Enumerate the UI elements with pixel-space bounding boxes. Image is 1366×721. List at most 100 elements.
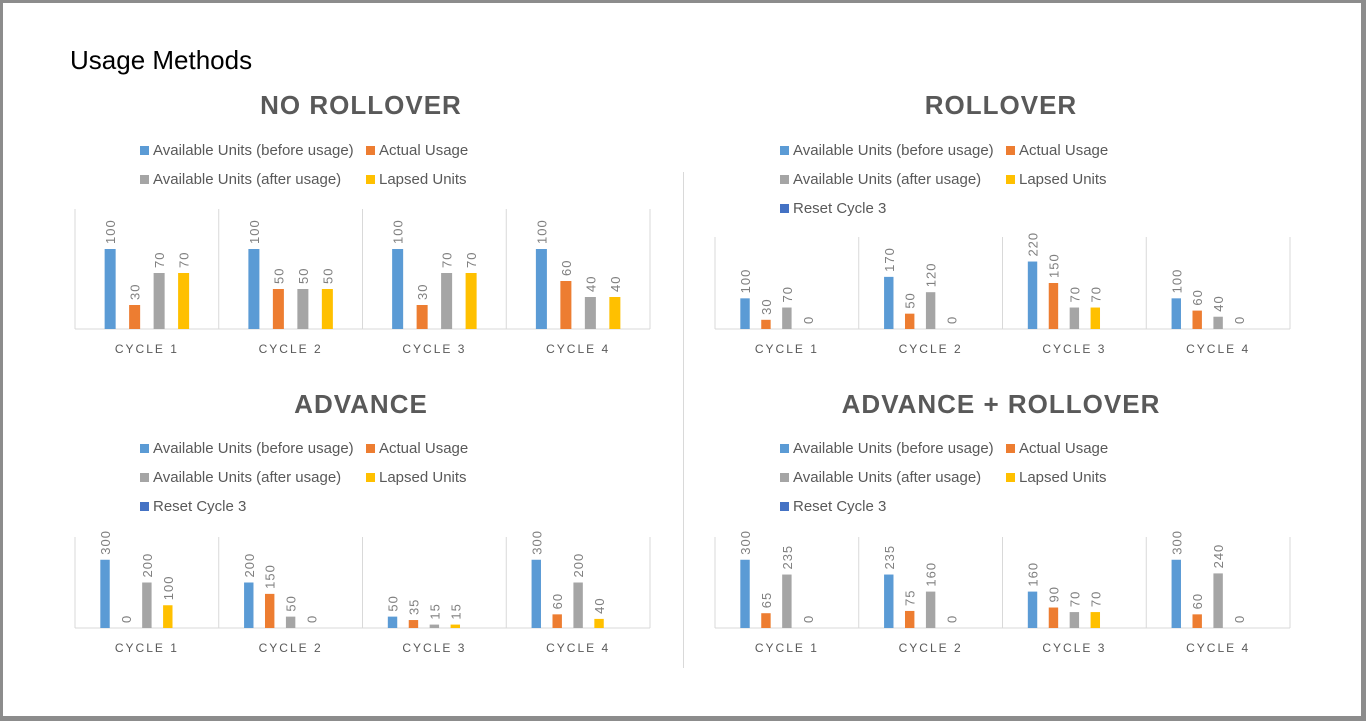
data-label: 40 <box>608 276 623 292</box>
bar <box>129 305 141 329</box>
bar <box>740 559 750 628</box>
bar <box>465 273 477 329</box>
legend-swatch <box>366 175 375 184</box>
data-label: 170 <box>882 247 897 272</box>
bar <box>1213 316 1223 329</box>
data-label: 0 <box>801 316 816 324</box>
bar <box>153 273 165 329</box>
bar <box>142 582 152 628</box>
legend-item: Available Units (after usage) <box>140 170 366 189</box>
legend-label: Available Units (before usage) <box>153 440 354 457</box>
data-label: 160 <box>1026 562 1041 587</box>
category-label: CYCLE 2 <box>899 342 963 356</box>
bar <box>416 305 428 329</box>
bar <box>584 297 596 329</box>
bar <box>1069 612 1080 628</box>
legend-item: Available Units (after usage) <box>140 468 366 487</box>
bar <box>1090 612 1101 628</box>
legend-item: Available Units (before usage) <box>140 439 366 458</box>
data-label: 220 <box>1026 232 1041 257</box>
legend-swatch <box>1006 175 1015 184</box>
legend-swatch <box>780 444 789 453</box>
legend-label: Actual Usage <box>1019 142 1109 159</box>
legend-swatch <box>780 146 789 155</box>
bar <box>1090 307 1101 329</box>
bar <box>248 249 260 329</box>
data-label: 100 <box>1169 269 1184 294</box>
legend-item: Available Units (before usage) <box>780 439 1006 458</box>
data-label: 35 <box>406 599 421 615</box>
data-label: 150 <box>263 564 278 589</box>
legend-label: Available Units (after usage) <box>153 171 342 188</box>
legend-swatch <box>780 204 789 213</box>
data-label: 50 <box>320 268 335 284</box>
bar <box>925 292 936 329</box>
data-label: 60 <box>559 260 574 276</box>
legend-item: Available Units (after usage) <box>780 468 1006 487</box>
data-label: 15 <box>448 603 463 619</box>
bar <box>761 613 771 628</box>
chart-title: ADVANCE + ROLLOVER <box>841 389 1161 419</box>
legend-item: Actual Usage <box>366 141 592 160</box>
legend-label: Actual Usage <box>379 440 469 457</box>
bar <box>904 610 915 628</box>
legend-item: Lapsed Units <box>1006 468 1232 487</box>
data-label: 0 <box>945 615 960 623</box>
legend-swatch <box>140 146 149 155</box>
bar <box>297 289 309 329</box>
bar <box>609 297 621 329</box>
bar <box>560 281 572 329</box>
legend: Available Units (before usage) Actual Usa… <box>140 439 592 516</box>
legend-item: Available Units (after usage) <box>780 170 1006 189</box>
legend-item: Lapsed Units <box>366 468 592 487</box>
bar <box>594 618 604 628</box>
legend-label: Lapsed Units <box>379 171 467 188</box>
data-label: 100 <box>161 576 176 601</box>
bar <box>1171 559 1181 628</box>
category-label: CYCLE 2 <box>259 641 323 655</box>
data-label: 0 <box>1232 316 1247 324</box>
bar <box>285 616 296 628</box>
legend-item: Reset Cycle 3 <box>140 497 366 516</box>
data-label: 300 <box>1169 530 1184 555</box>
data-label: 70 <box>1088 591 1103 607</box>
legend-label: Available Units (after usage) <box>793 469 982 486</box>
data-label: 50 <box>271 268 286 284</box>
bar <box>904 313 915 329</box>
data-label: 120 <box>924 262 939 287</box>
legend-swatch <box>140 502 149 511</box>
bar <box>535 249 547 329</box>
data-label: 200 <box>242 553 257 578</box>
legend-label: Actual Usage <box>379 142 469 159</box>
legend-item: Reset Cycle 3 <box>780 199 1006 218</box>
bar <box>884 574 894 628</box>
legend-label: Available Units (before usage) <box>793 142 994 159</box>
data-label: 30 <box>415 284 430 300</box>
bar <box>272 289 284 329</box>
data-label: 100 <box>534 219 549 244</box>
plot-area: CYCLE 1 300 0 200 100 CYCLE 2 200 150 50 0 CYCLE 3… <box>74 530 651 655</box>
category-label: CYCLE 2 <box>899 641 963 655</box>
category-label: CYCLE 3 <box>1042 342 1106 356</box>
bar <box>1213 573 1223 628</box>
data-label: 150 <box>1046 253 1061 278</box>
data-label: 60 <box>1190 289 1205 305</box>
category-label: CYCLE 4 <box>546 641 610 655</box>
legend-swatch <box>140 473 149 482</box>
legend-swatch <box>780 502 789 511</box>
data-label: 0 <box>945 316 960 324</box>
legend-label: Reset Cycle 3 <box>793 200 887 217</box>
legend-label: Reset Cycle 3 <box>793 498 887 515</box>
bar <box>884 276 894 329</box>
data-label: 300 <box>98 530 113 555</box>
bar <box>925 591 936 628</box>
legend-label: Available Units (after usage) <box>793 171 982 188</box>
category-label: CYCLE 2 <box>259 342 323 356</box>
legend-label: Actual Usage <box>1019 440 1109 457</box>
data-label: 65 <box>759 592 774 608</box>
category-label: CYCLE 3 <box>402 342 466 356</box>
category-label: CYCLE 1 <box>755 641 819 655</box>
legend: Available Units (before usage) Actual Usa… <box>780 439 1232 516</box>
legend-swatch <box>366 444 375 453</box>
bar <box>387 616 398 628</box>
